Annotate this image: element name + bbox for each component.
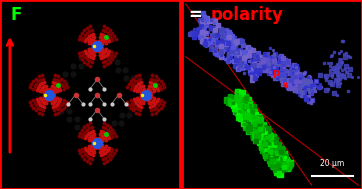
Text: F: F <box>11 6 22 24</box>
Text: =: = <box>189 6 209 24</box>
Text: 20 μm: 20 μm <box>320 159 344 168</box>
Text: + adsorbate: + adsorbate <box>34 6 155 24</box>
Text: polarity: polarity <box>211 6 284 24</box>
Text: p: p <box>272 68 287 87</box>
